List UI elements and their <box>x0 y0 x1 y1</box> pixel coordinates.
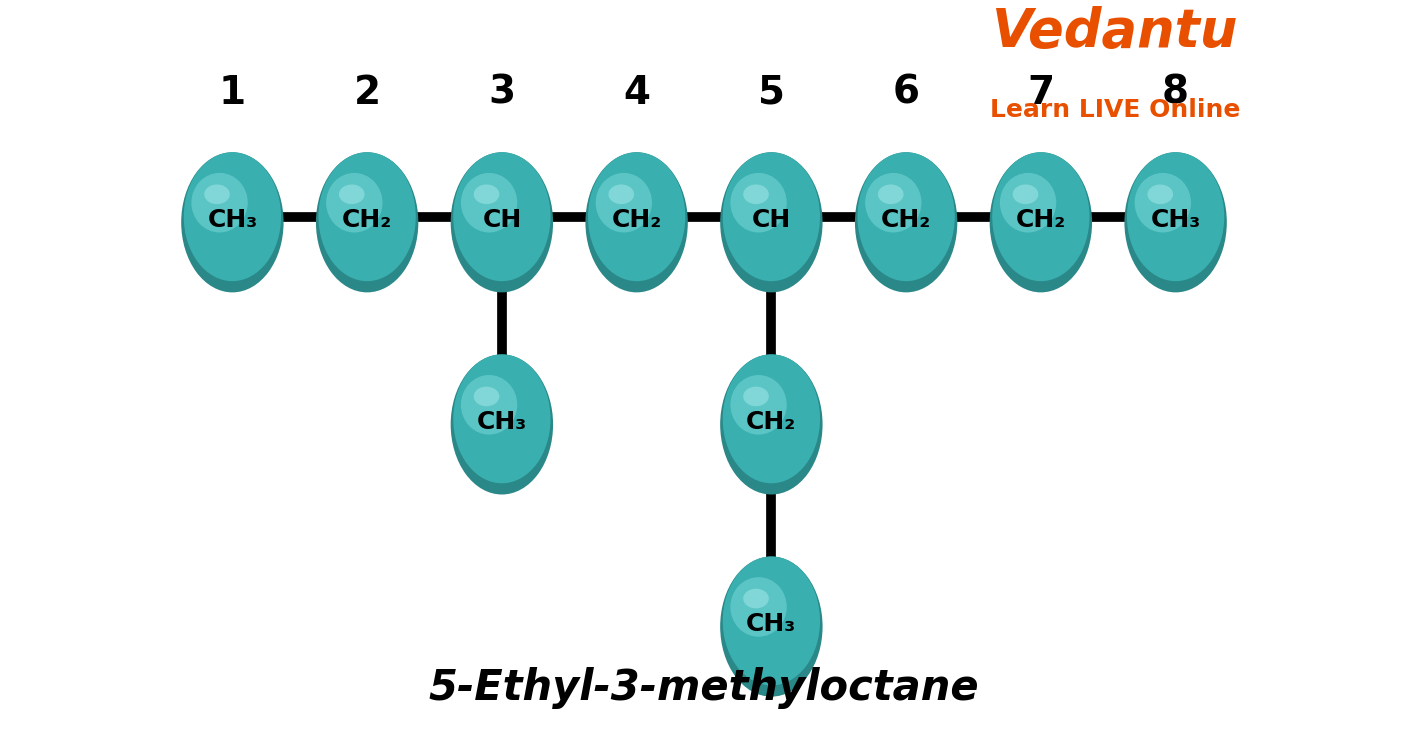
Text: CH₂: CH₂ <box>1015 208 1066 232</box>
Text: 3: 3 <box>489 74 515 112</box>
Ellipse shape <box>315 152 418 292</box>
Ellipse shape <box>722 152 819 281</box>
Ellipse shape <box>589 152 686 281</box>
Text: CH₂: CH₂ <box>342 208 393 232</box>
Text: 1: 1 <box>218 74 246 112</box>
Ellipse shape <box>1126 152 1225 281</box>
Text: CH: CH <box>752 208 791 232</box>
Text: CH₃: CH₃ <box>477 410 527 434</box>
Ellipse shape <box>719 557 822 697</box>
Ellipse shape <box>586 152 689 292</box>
Text: CH₃: CH₃ <box>746 612 797 636</box>
Ellipse shape <box>608 185 634 204</box>
Ellipse shape <box>993 152 1090 281</box>
Ellipse shape <box>473 185 500 204</box>
Ellipse shape <box>453 355 551 484</box>
Ellipse shape <box>990 152 1093 292</box>
Ellipse shape <box>339 185 365 204</box>
Text: Vedantu: Vedantu <box>991 6 1238 57</box>
Ellipse shape <box>451 355 553 495</box>
Text: 2: 2 <box>353 74 380 112</box>
Ellipse shape <box>451 152 553 292</box>
Text: 5-Ethyl-3-methyloctane: 5-Ethyl-3-methyloctane <box>428 667 980 708</box>
Ellipse shape <box>857 152 955 281</box>
Text: 4: 4 <box>624 74 650 112</box>
Text: 6: 6 <box>893 74 919 112</box>
Ellipse shape <box>865 173 921 232</box>
Ellipse shape <box>722 557 819 685</box>
Ellipse shape <box>743 589 769 609</box>
Ellipse shape <box>1012 185 1038 204</box>
Ellipse shape <box>719 152 822 292</box>
Ellipse shape <box>318 152 415 281</box>
Text: 8: 8 <box>1162 74 1190 112</box>
Text: 7: 7 <box>1028 74 1055 112</box>
Text: CH: CH <box>483 208 521 232</box>
Ellipse shape <box>1000 173 1056 232</box>
Ellipse shape <box>182 152 283 292</box>
Ellipse shape <box>1148 185 1173 204</box>
Ellipse shape <box>731 577 787 637</box>
Ellipse shape <box>719 355 822 495</box>
Text: Learn LIVE Online: Learn LIVE Online <box>990 98 1240 122</box>
Ellipse shape <box>183 152 282 281</box>
Text: CH₂: CH₂ <box>746 410 797 434</box>
Ellipse shape <box>1135 173 1191 232</box>
Text: 5: 5 <box>758 74 784 112</box>
Ellipse shape <box>453 152 551 281</box>
Text: CH₂: CH₂ <box>881 208 931 232</box>
Text: CH₃: CH₃ <box>207 208 258 232</box>
Ellipse shape <box>855 152 957 292</box>
Ellipse shape <box>191 173 248 232</box>
Ellipse shape <box>596 173 652 232</box>
Ellipse shape <box>473 387 500 406</box>
Ellipse shape <box>731 173 787 232</box>
Ellipse shape <box>743 185 769 204</box>
Text: CH₃: CH₃ <box>1150 208 1201 232</box>
Ellipse shape <box>327 173 383 232</box>
Ellipse shape <box>204 185 230 204</box>
Ellipse shape <box>460 173 517 232</box>
Ellipse shape <box>879 185 904 204</box>
Ellipse shape <box>460 375 517 434</box>
Ellipse shape <box>731 375 787 434</box>
Ellipse shape <box>743 387 769 406</box>
Text: CH₂: CH₂ <box>611 208 662 232</box>
Ellipse shape <box>1125 152 1226 292</box>
Ellipse shape <box>722 355 819 484</box>
